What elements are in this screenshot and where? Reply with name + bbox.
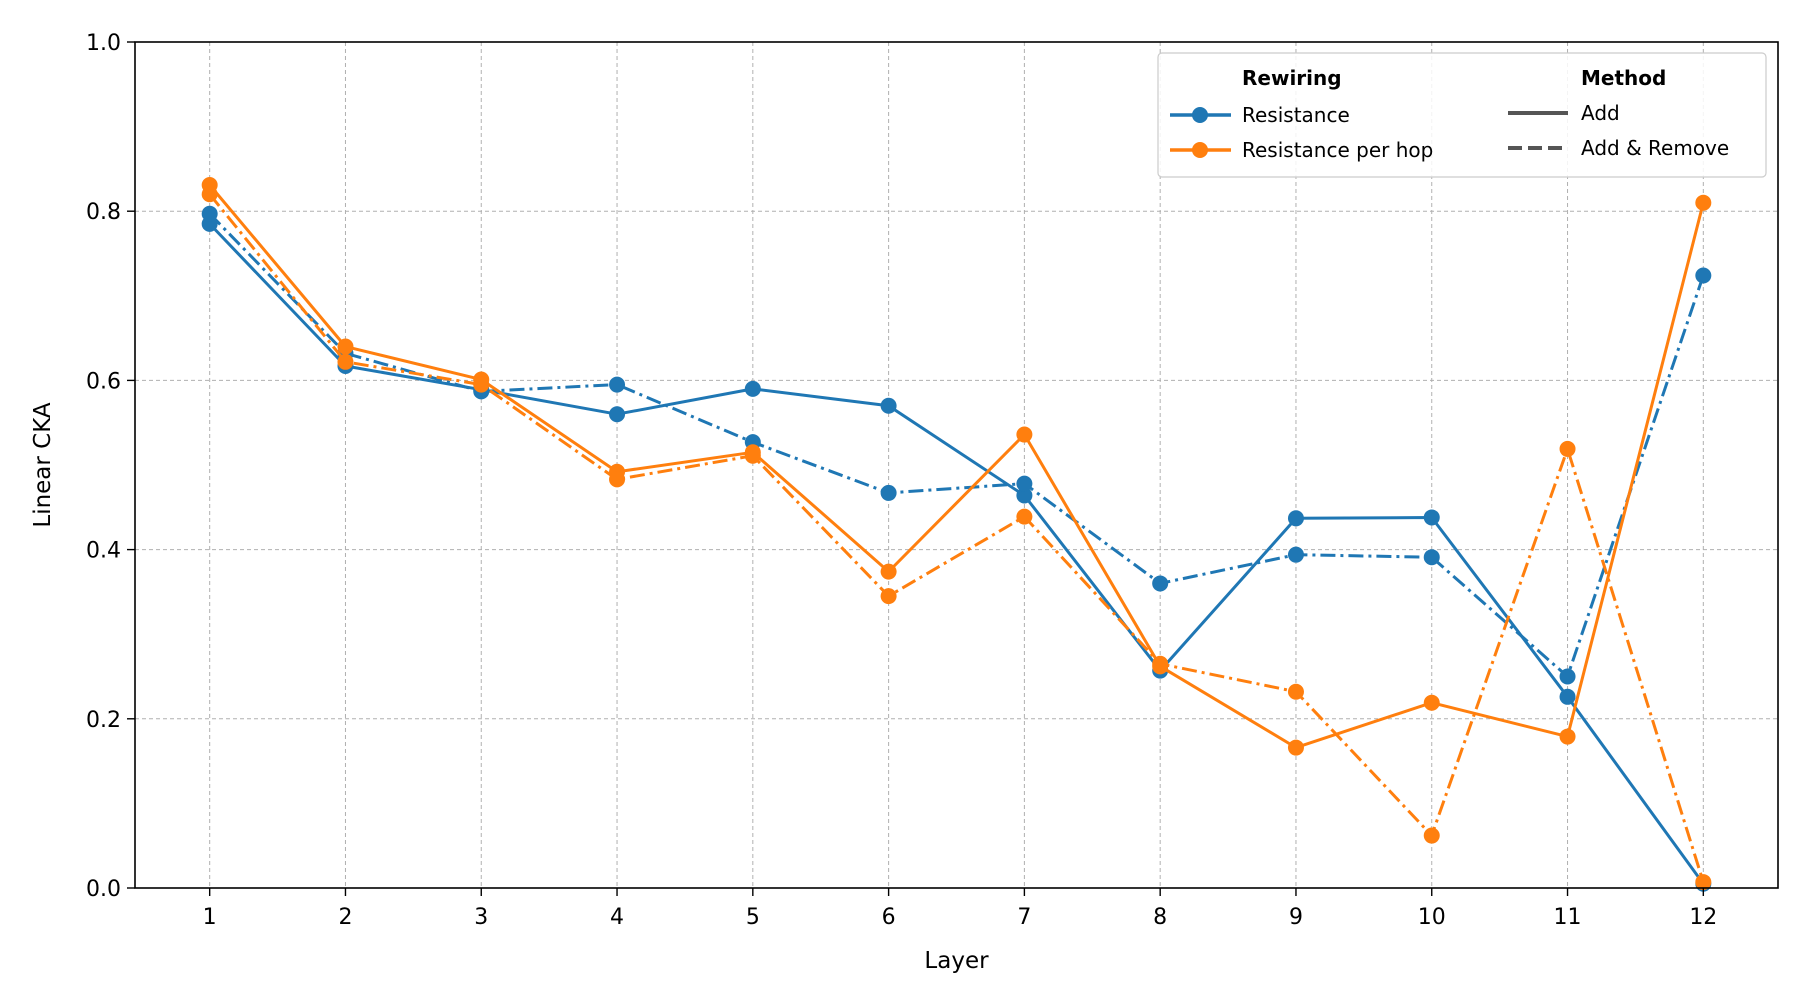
x-axis-title: Layer (924, 948, 989, 974)
legend-method-header: Method (1581, 66, 1666, 90)
data-point-resistance-add-and-remove (1287, 546, 1304, 563)
series-line-resistance-per-hop-add (208, 184, 1705, 750)
data-point-resistance-per-hop-add-and-remove (1695, 874, 1712, 891)
data-point-resistance-per-hop-add (880, 563, 897, 580)
data-point-resistance-add-and-remove (880, 484, 897, 501)
series-line-resistance-per-hop-add-and-remove (208, 193, 1705, 883)
x-tick-label: 2 (338, 905, 352, 930)
legend-label-resistance-per-hop: Resistance per hop (1242, 138, 1433, 162)
data-point-resistance-add-and-remove (1695, 267, 1712, 284)
y-tick-label: 0.4 (86, 539, 121, 564)
x-tick-label: 8 (1153, 905, 1167, 930)
x-tick-label: 5 (746, 905, 760, 930)
legend-label-resistance: Resistance (1242, 103, 1350, 127)
y-tick-label: 0.0 (86, 877, 121, 902)
legend-swatch-marker (1192, 142, 1208, 158)
data-point-resistance-per-hop-add-and-remove (744, 447, 761, 464)
data-point-resistance-add-and-remove (1152, 575, 1169, 592)
data-point-resistance-per-hop-add (1695, 194, 1712, 211)
data-point-resistance-add (744, 380, 761, 397)
plot-frame (134, 41, 1779, 889)
data-point-resistance-add-and-remove (1559, 668, 1576, 685)
data-point-resistance-per-hop-add (337, 338, 354, 355)
data-point-resistance-add (1287, 510, 1304, 527)
data-point-resistance-per-hop-add-and-remove (337, 353, 354, 370)
data-point-resistance-per-hop-add-and-remove (1423, 827, 1440, 844)
x-tick-label: 6 (882, 905, 896, 930)
data-point-resistance-add (1423, 509, 1440, 526)
series-line-resistance-add (208, 222, 1705, 885)
x-tick-label: 4 (610, 905, 624, 930)
x-tick-label: 11 (1554, 905, 1582, 930)
y-tick-label: 0.6 (86, 369, 121, 394)
data-point-resistance-add-and-remove (201, 205, 218, 222)
series-resistance-add-and-remove (201, 205, 1712, 685)
x-tick-label: 10 (1418, 905, 1446, 930)
data-point-resistance-per-hop-add-and-remove (1287, 683, 1304, 700)
data-point-resistance-add (1016, 487, 1033, 504)
x-tick-label: 7 (1017, 905, 1031, 930)
legend-items: Resistance Resistance per hop Add Add & Rem… (1170, 101, 1729, 162)
data-point-resistance-add-and-remove (609, 376, 626, 393)
y-tick-label: 0.8 (86, 200, 121, 225)
series-layer (201, 176, 1712, 892)
data-point-resistance-per-hop-add-and-remove (609, 471, 626, 488)
data-point-resistance-per-hop-add-and-remove (1152, 655, 1169, 672)
data-point-resistance-add-and-remove (1016, 475, 1033, 492)
series-line-resistance-add-and-remove (208, 212, 1705, 678)
data-point-resistance-per-hop-add-and-remove (1559, 440, 1576, 457)
data-point-resistance-per-hop-add-and-remove (473, 376, 490, 393)
series-resistance-per-hop-add-and-remove (201, 186, 1712, 891)
x-tick-label: 12 (1689, 905, 1717, 930)
axis-ticks: 1 2 3 4 5 6 7 8 9 10 11 120.00.20.40.60.81.0 (86, 31, 1717, 930)
data-point-resistance-per-hop-add (1016, 426, 1033, 443)
grid (135, 42, 1778, 888)
data-point-resistance-per-hop-add-and-remove (1016, 508, 1033, 525)
y-tick-label: 0.2 (86, 708, 121, 733)
legend-swatch-marker (1192, 107, 1208, 123)
series-resistance-per-hop-add (201, 176, 1712, 756)
x-tick-label: 1 (203, 905, 217, 930)
legend: Rewiring Method Resistance Resistance per… (1157, 52, 1767, 178)
data-point-resistance-per-hop-add-and-remove (880, 588, 897, 605)
data-point-resistance-per-hop-add (1559, 728, 1576, 745)
legend-box (1157, 52, 1767, 178)
data-point-resistance-per-hop-add (1423, 694, 1440, 711)
data-point-resistance-add-and-remove (1423, 549, 1440, 566)
data-point-resistance-per-hop-add-and-remove (201, 186, 218, 203)
y-axis-title: Linear CKA (30, 402, 56, 528)
data-point-resistance-per-hop-add (1287, 739, 1304, 756)
x-tick-label: 3 (474, 905, 488, 930)
legend-label-add-and-remove: Add & Remove (1581, 136, 1729, 160)
legend-label-add: Add (1581, 101, 1620, 125)
y-tick-label: 1.0 (86, 31, 121, 56)
data-point-resistance-add (609, 406, 626, 423)
data-point-resistance-add (1559, 688, 1576, 705)
legend-rewiring-header: Rewiring (1242, 66, 1342, 90)
data-point-resistance-add (880, 397, 897, 414)
x-tick-label: 9 (1289, 905, 1303, 930)
series-resistance-add (201, 215, 1712, 892)
